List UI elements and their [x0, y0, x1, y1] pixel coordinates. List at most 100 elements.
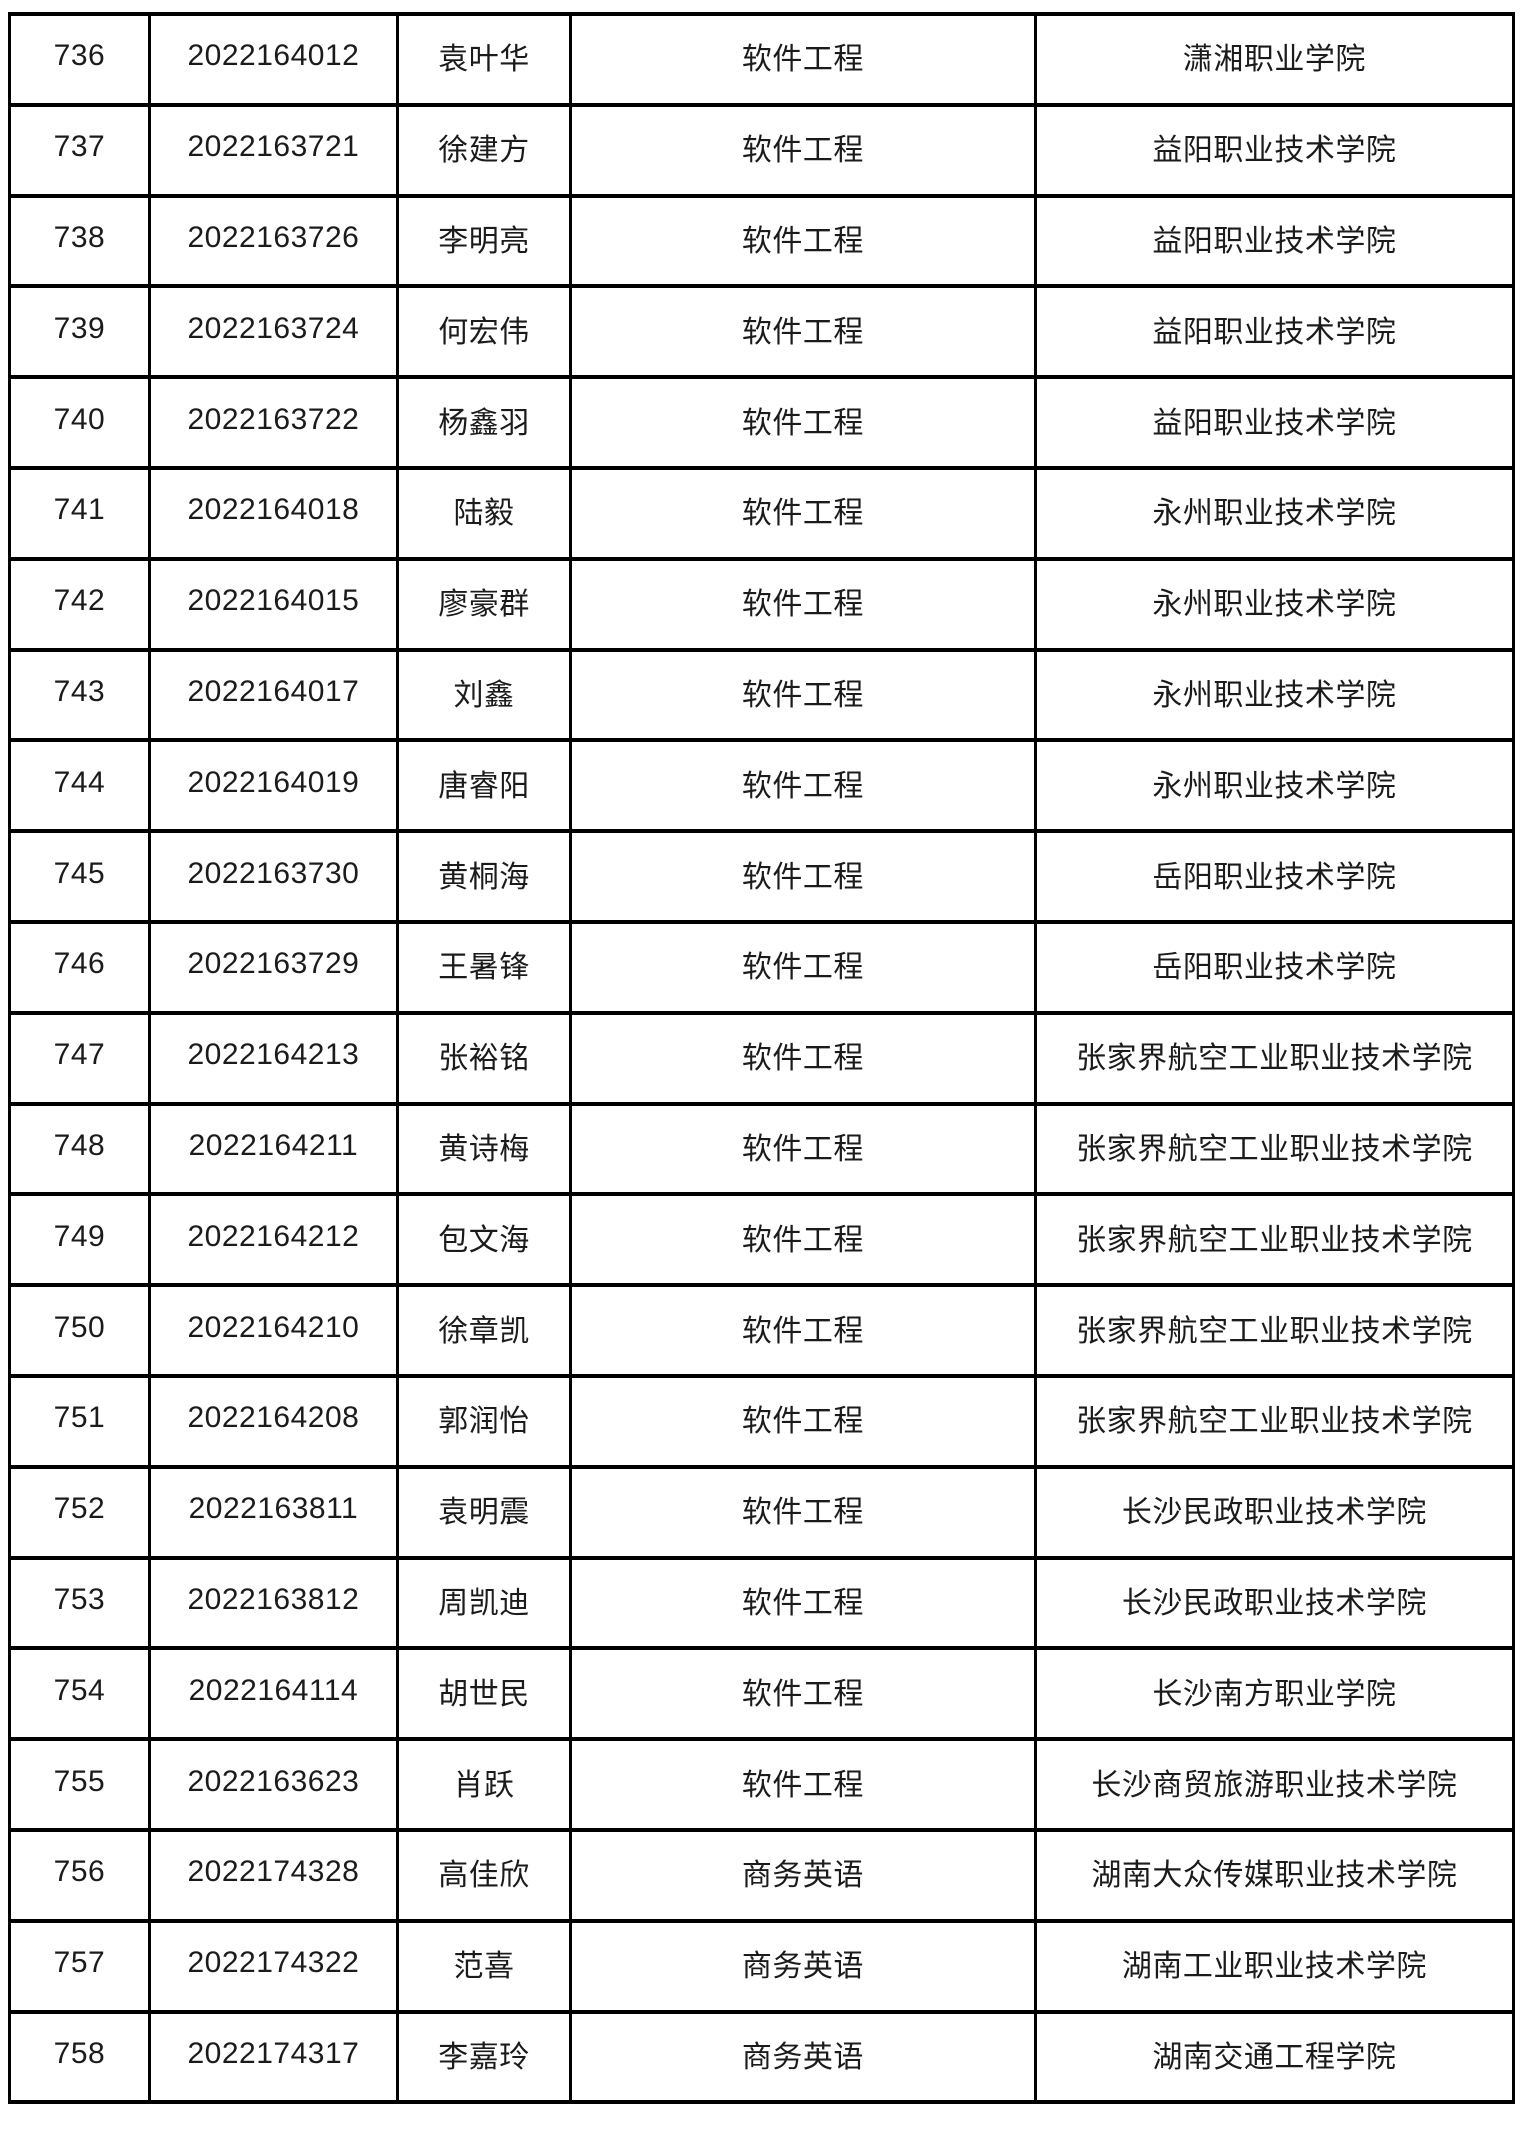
cell-major: 软件工程: [568, 919, 1037, 1015]
cell-student-name: 周凯迪: [396, 1555, 572, 1651]
cell-student-name: 李明亮: [396, 193, 572, 289]
cell-college: 张家界航空工业职业技术学院: [1033, 1192, 1516, 1288]
cell-serial-number: 742: [8, 556, 151, 652]
cell-college: 湖南大众传媒职业技术学院: [1033, 1827, 1516, 1923]
cell-serial-number: 744: [8, 738, 151, 834]
table-row: 741 2022164018 陆毅 软件工程 永州职业技术学院: [8, 465, 1516, 561]
cell-major: 商务英语: [568, 1827, 1037, 1923]
cell-student-id: 2022164213: [147, 1010, 400, 1106]
cell-major: 软件工程: [568, 1737, 1037, 1832]
cell-student-name: 陆毅: [396, 465, 572, 561]
cell-serial-number: 747: [8, 1010, 151, 1106]
cell-college: 张家界航空工业职业技术学院: [1033, 1010, 1516, 1106]
cell-student-id: 2022164019: [147, 738, 400, 834]
table-row: 751 2022164208 郭润怡 软件工程 张家界航空工业职业技术学院: [8, 1373, 1516, 1469]
table-row: 748 2022164211 黄诗梅 软件工程 张家界航空工业职业技术学院: [8, 1101, 1516, 1197]
cell-student-id: 2022163623: [147, 1737, 400, 1832]
cell-student-id: 2022174322: [147, 1918, 400, 2014]
cell-major: 软件工程: [568, 1192, 1037, 1288]
table-row: 758 2022174317 李嘉玲 商务英语 湖南交通工程学院: [8, 2009, 1516, 2105]
cell-serial-number: 737: [8, 102, 151, 198]
cell-student-name: 郭润怡: [396, 1373, 572, 1469]
cell-student-id: 2022163729: [147, 919, 400, 1015]
cell-student-id: 2022163721: [147, 102, 400, 198]
cell-student-name: 杨鑫羽: [396, 375, 572, 470]
cell-serial-number: 736: [8, 12, 151, 107]
cell-serial-number: 752: [8, 1464, 151, 1560]
table-row: 745 2022163730 黄桐海 软件工程 岳阳职业技术学院: [8, 829, 1516, 924]
cell-college: 益阳职业技术学院: [1033, 193, 1516, 289]
cell-student-name: 高佳欣: [396, 1827, 572, 1923]
cell-college: 张家界航空工业职业技术学院: [1033, 1373, 1516, 1469]
cell-major: 软件工程: [568, 284, 1037, 380]
cell-student-id: 2022163722: [147, 375, 400, 470]
cell-student-name: 黄桐海: [396, 829, 572, 924]
table-row: 752 2022163811 袁明震 软件工程 长沙民政职业技术学院: [8, 1464, 1516, 1560]
cell-major: 软件工程: [568, 738, 1037, 834]
cell-college: 长沙民政职业技术学院: [1033, 1464, 1516, 1560]
cell-student-id: 2022174317: [147, 2009, 400, 2105]
cell-major: 商务英语: [568, 1918, 1037, 2014]
cell-major: 软件工程: [568, 1010, 1037, 1106]
cell-major: 软件工程: [568, 1373, 1037, 1469]
cell-student-name: 何宏伟: [396, 284, 572, 380]
cell-college: 湖南交通工程学院: [1033, 2009, 1516, 2105]
cell-student-id: 2022163812: [147, 1555, 400, 1651]
cell-college: 潇湘职业学院: [1033, 12, 1516, 107]
cell-student-id: 2022164212: [147, 1192, 400, 1288]
cell-college: 益阳职业技术学院: [1033, 284, 1516, 380]
cell-college: 永州职业技术学院: [1033, 556, 1516, 652]
cell-college: 岳阳职业技术学院: [1033, 829, 1516, 924]
cell-student-name: 王暑锋: [396, 919, 572, 1015]
table-row: 742 2022164015 廖豪群 软件工程 永州职业技术学院: [8, 556, 1516, 652]
cell-major: 商务英语: [568, 2009, 1037, 2105]
cell-major: 软件工程: [568, 1283, 1037, 1378]
cell-student-name: 徐章凯: [396, 1283, 572, 1378]
table-row: 736 2022164012 袁叶华 软件工程 潇湘职业学院: [8, 12, 1516, 107]
cell-student-id: 2022163726: [147, 193, 400, 289]
cell-college: 永州职业技术学院: [1033, 647, 1516, 743]
table-row: 754 2022164114 胡世民 软件工程 长沙南方职业学院: [8, 1646, 1516, 1742]
cell-major: 软件工程: [568, 1555, 1037, 1651]
cell-student-name: 范喜: [396, 1918, 572, 2014]
cell-student-id: 2022163811: [147, 1464, 400, 1560]
cell-college: 益阳职业技术学院: [1033, 375, 1516, 470]
cell-serial-number: 751: [8, 1373, 151, 1469]
table-row: 747 2022164213 张裕铭 软件工程 张家界航空工业职业技术学院: [8, 1010, 1516, 1106]
cell-college: 永州职业技术学院: [1033, 738, 1516, 834]
cell-major: 软件工程: [568, 1464, 1037, 1560]
cell-college: 长沙民政职业技术学院: [1033, 1555, 1516, 1651]
table-row: 749 2022164212 包文海 软件工程 张家界航空工业职业技术学院: [8, 1192, 1516, 1288]
cell-student-name: 袁叶华: [396, 12, 572, 107]
cell-college: 永州职业技术学院: [1033, 465, 1516, 561]
cell-major: 软件工程: [568, 12, 1037, 107]
student-roster-body: 736 2022164012 袁叶华 软件工程 潇湘职业学院 737 20221…: [8, 12, 1516, 2105]
cell-student-name: 廖豪群: [396, 556, 572, 652]
cell-student-name: 李嘉玲: [396, 2009, 572, 2105]
cell-student-id: 2022163730: [147, 829, 400, 924]
cell-college: 张家界航空工业职业技术学院: [1033, 1101, 1516, 1197]
cell-serial-number: 739: [8, 284, 151, 380]
table-row: 757 2022174322 范喜 商务英语 湖南工业职业技术学院: [8, 1918, 1516, 2014]
cell-serial-number: 748: [8, 1101, 151, 1197]
table-row: 740 2022163722 杨鑫羽 软件工程 益阳职业技术学院: [8, 375, 1516, 470]
cell-serial-number: 749: [8, 1192, 151, 1288]
cell-student-name: 张裕铭: [396, 1010, 572, 1106]
cell-major: 软件工程: [568, 1646, 1037, 1742]
table-row: 739 2022163724 何宏伟 软件工程 益阳职业技术学院: [8, 284, 1516, 380]
cell-major: 软件工程: [568, 556, 1037, 652]
cell-student-name: 徐建方: [396, 102, 572, 198]
cell-serial-number: 745: [8, 829, 151, 924]
table-row: 737 2022163721 徐建方 软件工程 益阳职业技术学院: [8, 102, 1516, 198]
cell-student-id: 2022164017: [147, 647, 400, 743]
cell-college: 张家界航空工业职业技术学院: [1033, 1283, 1516, 1378]
table-row: 744 2022164019 唐睿阳 软件工程 永州职业技术学院: [8, 738, 1516, 834]
cell-student-name: 刘鑫: [396, 647, 572, 743]
table-row: 738 2022163726 李明亮 软件工程 益阳职业技术学院: [8, 193, 1516, 289]
cell-college: 岳阳职业技术学院: [1033, 919, 1516, 1015]
cell-serial-number: 753: [8, 1555, 151, 1651]
cell-serial-number: 746: [8, 919, 151, 1015]
cell-student-id: 2022164018: [147, 465, 400, 561]
cell-student-name: 袁明震: [396, 1464, 572, 1560]
